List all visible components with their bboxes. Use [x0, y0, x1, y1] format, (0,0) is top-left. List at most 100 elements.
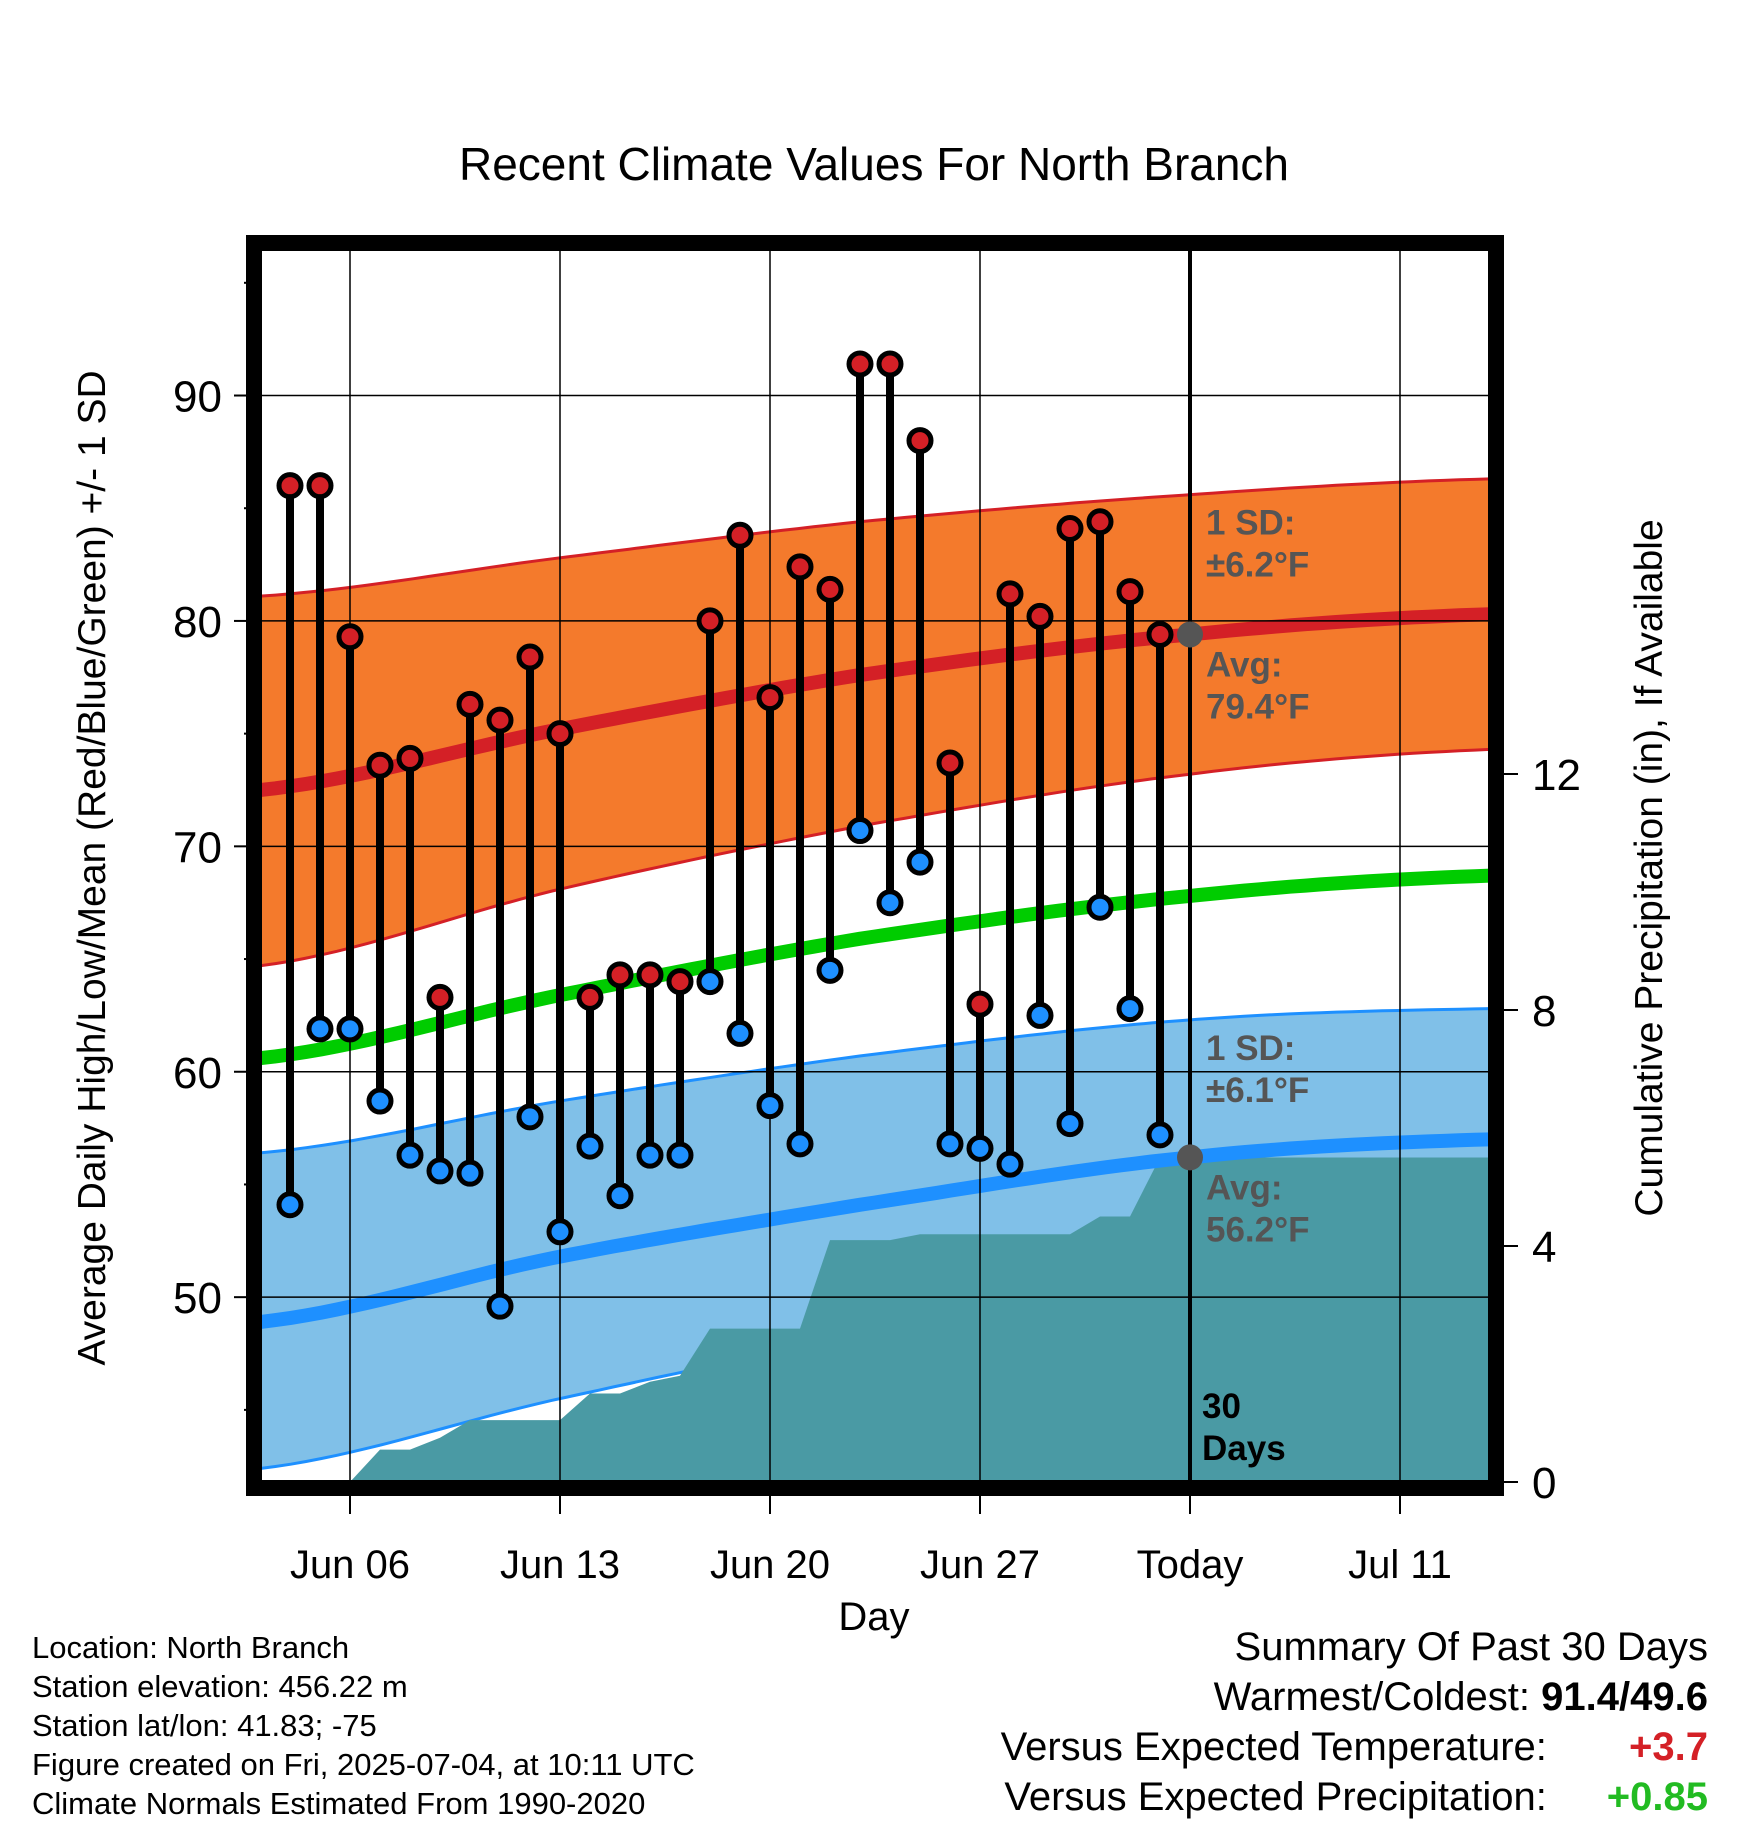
daily-high-point	[906, 427, 934, 455]
daily-high-point	[396, 744, 424, 772]
daily-high-point	[966, 990, 994, 1018]
daily-high-point	[456, 690, 484, 718]
coldest-value: 49.6	[1630, 1675, 1708, 1719]
chart-title: Recent Climate Values For North Branch	[459, 138, 1289, 190]
precip-label: Versus Expected Precipitation:	[1004, 1775, 1547, 1819]
y-axis-label-right: Cumulative Precipitation (in), If Availa…	[1628, 519, 1671, 1216]
warmest-value: 91.4	[1541, 1675, 1620, 1719]
daily-high-point	[1146, 620, 1174, 648]
daily-low-point	[786, 1130, 814, 1158]
high-sd-label: 1 SD:	[1206, 504, 1295, 543]
temp-label: Versus Expected Temperature:	[1000, 1725, 1547, 1769]
daily-low-point	[696, 968, 724, 996]
daily-low-point	[606, 1182, 634, 1210]
y-tick-label-left: 60	[173, 1049, 222, 1098]
precipitation-area	[260, 1157, 1490, 1482]
daily-high-point	[846, 350, 874, 378]
daily-high-point	[936, 749, 964, 777]
low-sd-band-upper-edge	[260, 1007, 1490, 1155]
station-info: Location: North Branch Station elevation…	[32, 1628, 695, 1823]
high-sd-band	[260, 478, 1490, 966]
daily-low-point	[936, 1130, 964, 1158]
daily-high-point	[1026, 602, 1054, 630]
daily-low-point	[966, 1134, 994, 1162]
y-axis-label-left: Average Daily High/Low/Mean (Red/Blue/Gr…	[71, 370, 114, 1365]
normal-mean-line	[260, 868, 1490, 1066]
daily-low-point	[1116, 995, 1144, 1023]
summary-precip: Versus Expected Precipitation: +0.85	[1001, 1772, 1708, 1822]
daily-low-point	[756, 1092, 784, 1120]
created-text: Figure created on Fri, 2025-07-04, at 10…	[32, 1747, 695, 1782]
low-avg-label: Avg:	[1206, 1168, 1282, 1207]
y-tick-label-right: 8	[1532, 987, 1556, 1036]
today-low-avg-point	[1177, 1144, 1203, 1171]
daily-high-point	[546, 720, 574, 748]
normal-low-line	[260, 1132, 1490, 1329]
daily-low-point	[336, 1015, 364, 1043]
daily-high-point	[786, 553, 814, 581]
daily-low-point	[996, 1150, 1024, 1178]
normal-high-line	[260, 607, 1490, 797]
normals-text: Climate Normals Estimated From 1990-2020	[32, 1786, 646, 1821]
daily-low-point	[726, 1019, 754, 1047]
daily-high-point	[486, 706, 514, 734]
low-sd-label: 1 SD:	[1206, 1029, 1295, 1068]
x-tick-label: Jun 06	[290, 1543, 410, 1587]
high-sd-value: ±6.2°F	[1206, 546, 1309, 585]
x-tick-label: Today	[1137, 1543, 1244, 1587]
daily-low-point	[846, 817, 874, 845]
daily-high-point	[666, 968, 694, 996]
x-tick-label: Jun 13	[500, 1543, 620, 1587]
y-tick-label-right: 12	[1532, 751, 1581, 800]
daily-low-point	[876, 889, 904, 917]
today-high-avg-point	[1177, 621, 1203, 648]
daily-high-point	[336, 623, 364, 651]
low-avg-value: 56.2°F	[1206, 1210, 1310, 1249]
daily-high-point	[696, 607, 724, 635]
daily-high-point	[1086, 508, 1114, 536]
daily-high-point	[516, 643, 544, 671]
high-sd-band-lower-edge	[260, 747, 1490, 968]
daily-high-point	[426, 983, 454, 1011]
daily-low-point	[366, 1087, 394, 1115]
daily-high-point	[816, 575, 844, 603]
y-tick-label-left: 50	[173, 1274, 222, 1323]
latlon-text: Station lat/lon: 41.83; -75	[32, 1708, 377, 1743]
x-tick-label: Jun 27	[920, 1543, 1040, 1587]
x-tick-label: Jul 11	[1348, 1543, 1452, 1587]
summary-temp: Versus Expected Temperature: +3.7	[1001, 1722, 1708, 1772]
daily-low-point	[816, 956, 844, 984]
elevation-text: Station elevation: 456.22 m	[32, 1669, 408, 1704]
daily-low-point	[426, 1157, 454, 1185]
temp-anomaly-value: +3.7	[1629, 1725, 1708, 1769]
summary-title: Summary Of Past 30 Days	[1234, 1625, 1708, 1669]
daily-low-point	[636, 1141, 664, 1169]
daily-low-point	[456, 1159, 484, 1187]
daily-high-point	[576, 983, 604, 1011]
daily-high-point	[1056, 515, 1084, 543]
daily-low-point	[396, 1141, 424, 1169]
y-tick-label-left: 70	[173, 823, 222, 872]
daily-low-point	[276, 1191, 304, 1219]
daily-high-point	[366, 751, 394, 779]
daily-high-point	[276, 472, 304, 500]
y-tick-label-right: 0	[1532, 1459, 1556, 1508]
days-unit-label: Days	[1202, 1429, 1286, 1468]
daily-low-point	[906, 848, 934, 876]
summary-warm-cold: Warmest/Coldest: 91.4/49.6	[1001, 1672, 1708, 1722]
y-tick-label-right: 4	[1532, 1223, 1556, 1272]
summary-panel: Summary Of Past 30 Days Warmest/Coldest:…	[1001, 1622, 1708, 1822]
daily-low-point	[1146, 1121, 1174, 1149]
daily-high-point	[636, 961, 664, 989]
daily-low-point	[1026, 1001, 1054, 1029]
daily-low-point	[306, 1015, 334, 1043]
days-count-label: 30	[1202, 1387, 1241, 1426]
daily-high-point	[726, 521, 754, 549]
y-tick-label-left: 90	[173, 373, 222, 422]
warm-cold-value: 91.4/49.6	[1541, 1675, 1708, 1719]
daily-high-point	[306, 472, 334, 500]
daily-high-point	[606, 961, 634, 989]
low-sd-band	[260, 1008, 1490, 1469]
